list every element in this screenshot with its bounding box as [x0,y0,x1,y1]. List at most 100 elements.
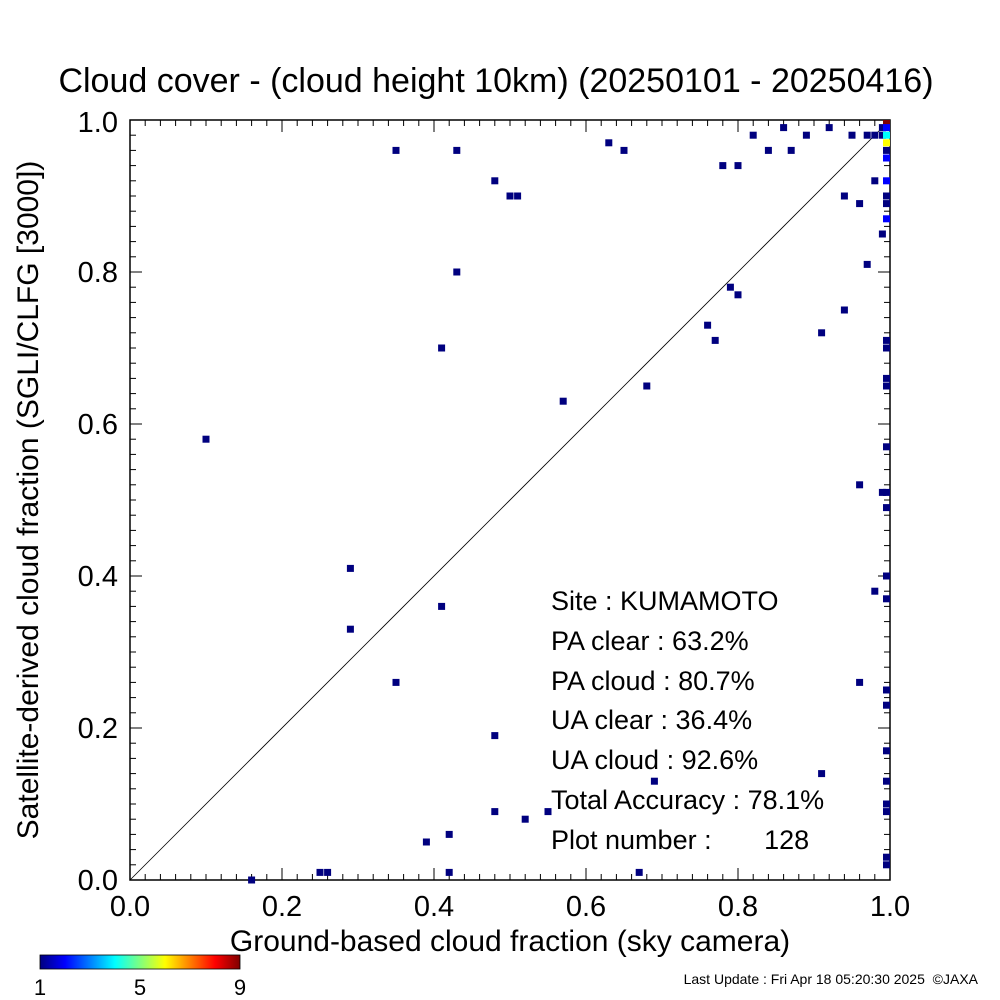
data-point [883,146,890,154]
colorbar-min-label: 1 [34,975,46,1000]
data-point [863,260,871,268]
y-tick-label: 0.0 [78,865,118,897]
data-point [719,162,727,170]
colorbar-mid-label: 5 [134,975,146,1000]
colorbar [39,954,241,970]
data-point [346,625,354,633]
data-point [883,382,890,390]
data-point [871,131,879,139]
data-point [856,678,864,686]
x-tick-labels: 0.0 0.2 0.4 0.6 0.8 1.0 [110,891,910,923]
last-update-text: Last Update : Fri Apr 18 05:20:30 2025 ©… [684,971,979,987]
data-point [734,162,742,170]
chart-title: Cloud cover - (cloud height 10km) (20250… [58,62,933,100]
data-point [316,868,324,876]
data-point [878,230,886,238]
data-point [202,435,210,443]
data-point [248,876,256,884]
data-point [445,868,453,876]
data-point [883,443,890,451]
data-point [506,192,514,200]
x-tick-label: 0.2 [262,891,302,923]
data-point [883,701,890,709]
data-point [883,686,890,694]
y-tick-label: 0.8 [78,257,118,289]
data-point [840,192,848,200]
x-tick-label: 0.6 [566,891,606,923]
data-point [453,146,461,154]
y-tick-label: 0.4 [78,561,118,593]
data-point [856,481,864,489]
data-point [825,124,833,132]
data-point [704,321,712,329]
data-point [749,131,757,139]
data-point [620,146,628,154]
data-point [818,329,826,337]
data-point [514,192,522,200]
data-point [605,139,613,147]
y-tick-label: 0.2 [78,713,118,745]
y-tick-label: 0.6 [78,409,118,441]
data-point [453,268,461,276]
data-point [635,868,643,876]
data-point [445,830,453,838]
data-point [764,146,772,154]
stat-total-accuracy: Total Accuracy : 78.1% [551,785,824,815]
data-point [883,808,890,816]
data-point [883,777,890,785]
data-point [883,192,890,200]
data-point [780,124,788,132]
data-point [422,838,430,846]
x-axis-label: Ground-based cloud fraction (sky camera) [230,925,790,958]
data-point [883,215,890,223]
data-point [787,146,795,154]
data-point [878,131,886,139]
data-point [871,177,879,185]
data-point [726,283,734,291]
data-point [883,747,890,755]
data-point [883,120,890,127]
data-point [883,154,890,162]
data-point [883,853,890,861]
data-point [643,382,651,390]
data-point [883,177,890,185]
y-axis-label: Satellite-derived cloud fraction (SGLI/C… [12,161,45,840]
data-point [734,291,742,299]
data-point [848,131,856,139]
data-point [883,336,890,344]
stats-block: Site : KUMAMOTO PA clear : 63.2% PA clou… [551,586,824,855]
data-point [491,732,499,740]
data-points [202,120,890,884]
data-point [711,336,719,344]
data-point [392,146,400,154]
y-tick-labels: 0.0 0.2 0.4 0.6 0.8 1.0 [78,107,118,897]
data-point [883,124,890,132]
data-point [883,572,890,580]
data-point [883,504,890,512]
data-point [883,374,890,382]
data-point [878,488,886,496]
colorbar-max-label: 9 [234,975,246,1000]
data-point [438,344,446,352]
data-point [491,808,499,816]
data-point [883,595,890,603]
data-point [883,344,890,352]
data-point [883,800,890,808]
data-point [544,808,552,816]
data-point [883,200,890,208]
data-point [883,131,890,139]
x-tick-label: 0.0 [110,891,150,923]
data-point [650,777,658,785]
stat-ua-clear: UA clear : 36.4% [551,705,752,735]
data-point [324,868,332,876]
data-point [878,124,886,132]
data-point [802,131,810,139]
data-point [840,306,848,314]
data-point [883,139,890,147]
x-tick-label: 0.4 [414,891,454,923]
x-tick-label: 1.0 [870,891,910,923]
data-point [818,770,826,778]
data-point [871,587,879,595]
data-point [491,177,499,185]
